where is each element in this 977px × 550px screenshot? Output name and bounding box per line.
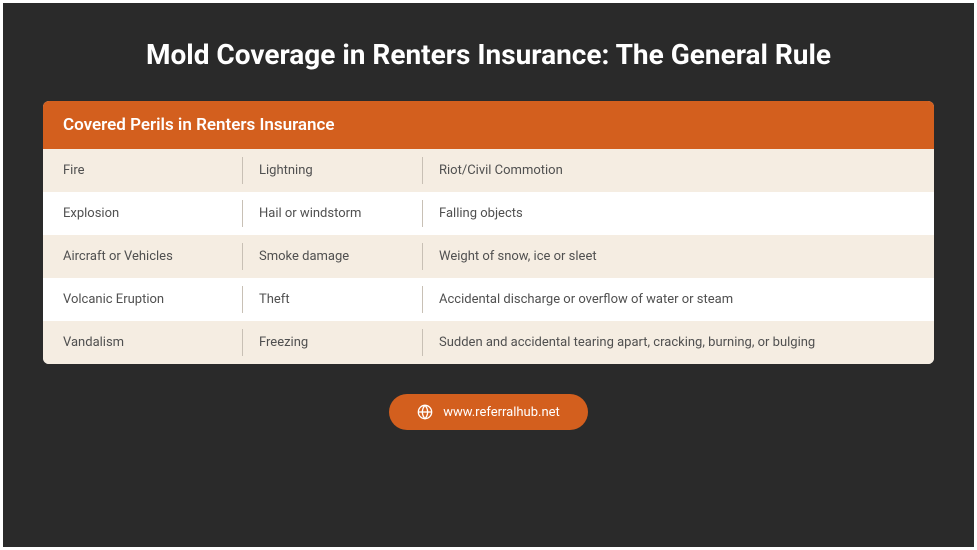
table-header: Covered Perils in Renters Insurance — [43, 101, 934, 149]
table-cell: Weight of snow, ice or sleet — [423, 249, 914, 264]
page-title: Mold Coverage in Renters Insurance: The … — [43, 38, 934, 71]
table-row: Vandalism Freezing Sudden and accidental… — [43, 321, 934, 364]
table-cell: Accidental discharge or overflow of wate… — [423, 292, 914, 307]
table-row: Aircraft or Vehicles Smoke damage Weight… — [43, 235, 934, 278]
table-cell: Fire — [63, 163, 243, 178]
table-row: Volcanic Eruption Theft Accidental disch… — [43, 278, 934, 321]
table-cell: Smoke damage — [243, 249, 423, 264]
source-badge: www.referralhub.net — [389, 394, 588, 430]
source-url: www.referralhub.net — [443, 405, 560, 420]
table-cell: Lightning — [243, 163, 423, 178]
perils-table: Covered Perils in Renters Insurance Fire… — [43, 101, 934, 364]
infographic-container: Mold Coverage in Renters Insurance: The … — [3, 3, 974, 547]
table-cell: Falling objects — [423, 206, 914, 221]
table-cell: Theft — [243, 292, 423, 307]
table-cell: Riot/Civil Commotion — [423, 163, 914, 178]
table-row: Explosion Hail or windstorm Falling obje… — [43, 192, 934, 235]
table-cell: Aircraft or Vehicles — [63, 249, 243, 264]
table-cell: Sudden and accidental tearing apart, cra… — [423, 335, 914, 350]
table-cell: Freezing — [243, 335, 423, 350]
table-cell: Volcanic Eruption — [63, 292, 243, 307]
table-row: Fire Lightning Riot/Civil Commotion — [43, 149, 934, 192]
table-cell: Vandalism — [63, 335, 243, 350]
table-cell: Explosion — [63, 206, 243, 221]
table-cell: Hail or windstorm — [243, 206, 423, 221]
table-body: Fire Lightning Riot/Civil Commotion Expl… — [43, 149, 934, 364]
globe-icon — [417, 404, 433, 420]
